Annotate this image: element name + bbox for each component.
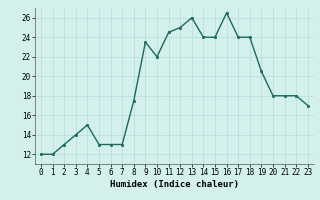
X-axis label: Humidex (Indice chaleur): Humidex (Indice chaleur) — [110, 180, 239, 189]
